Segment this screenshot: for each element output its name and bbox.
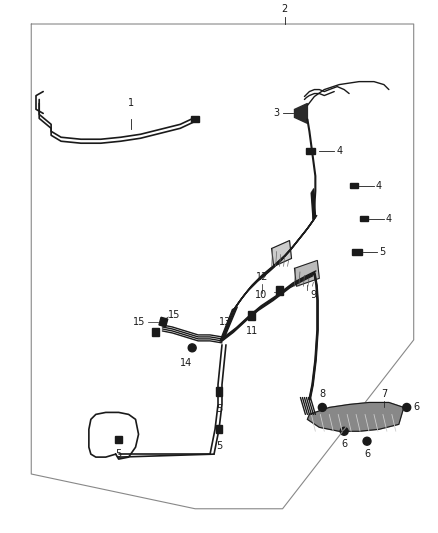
Circle shape <box>340 427 348 435</box>
Bar <box>248 311 255 319</box>
Polygon shape <box>272 240 292 266</box>
Text: 3: 3 <box>273 108 279 118</box>
Text: 13: 13 <box>219 317 231 327</box>
Bar <box>306 148 315 154</box>
Text: 5: 5 <box>216 441 222 451</box>
Text: 6: 6 <box>341 439 347 449</box>
Circle shape <box>403 403 411 411</box>
Bar <box>352 249 362 255</box>
Text: 4: 4 <box>386 214 392 224</box>
Bar <box>215 425 223 433</box>
Bar <box>115 436 122 443</box>
Text: 8: 8 <box>319 390 325 400</box>
Bar <box>159 317 168 327</box>
Text: 4: 4 <box>336 146 343 156</box>
Text: 5: 5 <box>216 405 222 415</box>
Polygon shape <box>294 261 319 286</box>
Bar <box>191 116 199 123</box>
Text: 6: 6 <box>414 402 420 413</box>
Text: 6: 6 <box>364 449 370 459</box>
Circle shape <box>318 403 326 411</box>
Polygon shape <box>307 402 404 431</box>
Text: 12: 12 <box>255 272 268 282</box>
Circle shape <box>363 437 371 445</box>
Bar <box>276 286 283 295</box>
Text: 15: 15 <box>168 310 181 320</box>
Text: 10: 10 <box>255 290 268 300</box>
Bar <box>215 387 223 396</box>
Circle shape <box>188 344 196 352</box>
Text: 9: 9 <box>310 290 316 300</box>
Bar <box>350 183 358 188</box>
Text: 1: 1 <box>127 99 134 108</box>
Bar <box>152 328 159 336</box>
Text: 7: 7 <box>381 390 387 400</box>
Polygon shape <box>294 103 307 123</box>
Bar <box>360 216 368 221</box>
Text: 5: 5 <box>379 247 385 257</box>
Text: 15: 15 <box>133 317 145 327</box>
Text: 2: 2 <box>282 4 288 14</box>
Text: 11: 11 <box>246 326 258 336</box>
Text: 5: 5 <box>116 449 122 459</box>
Text: 14: 14 <box>180 358 192 368</box>
Text: 4: 4 <box>376 181 382 191</box>
